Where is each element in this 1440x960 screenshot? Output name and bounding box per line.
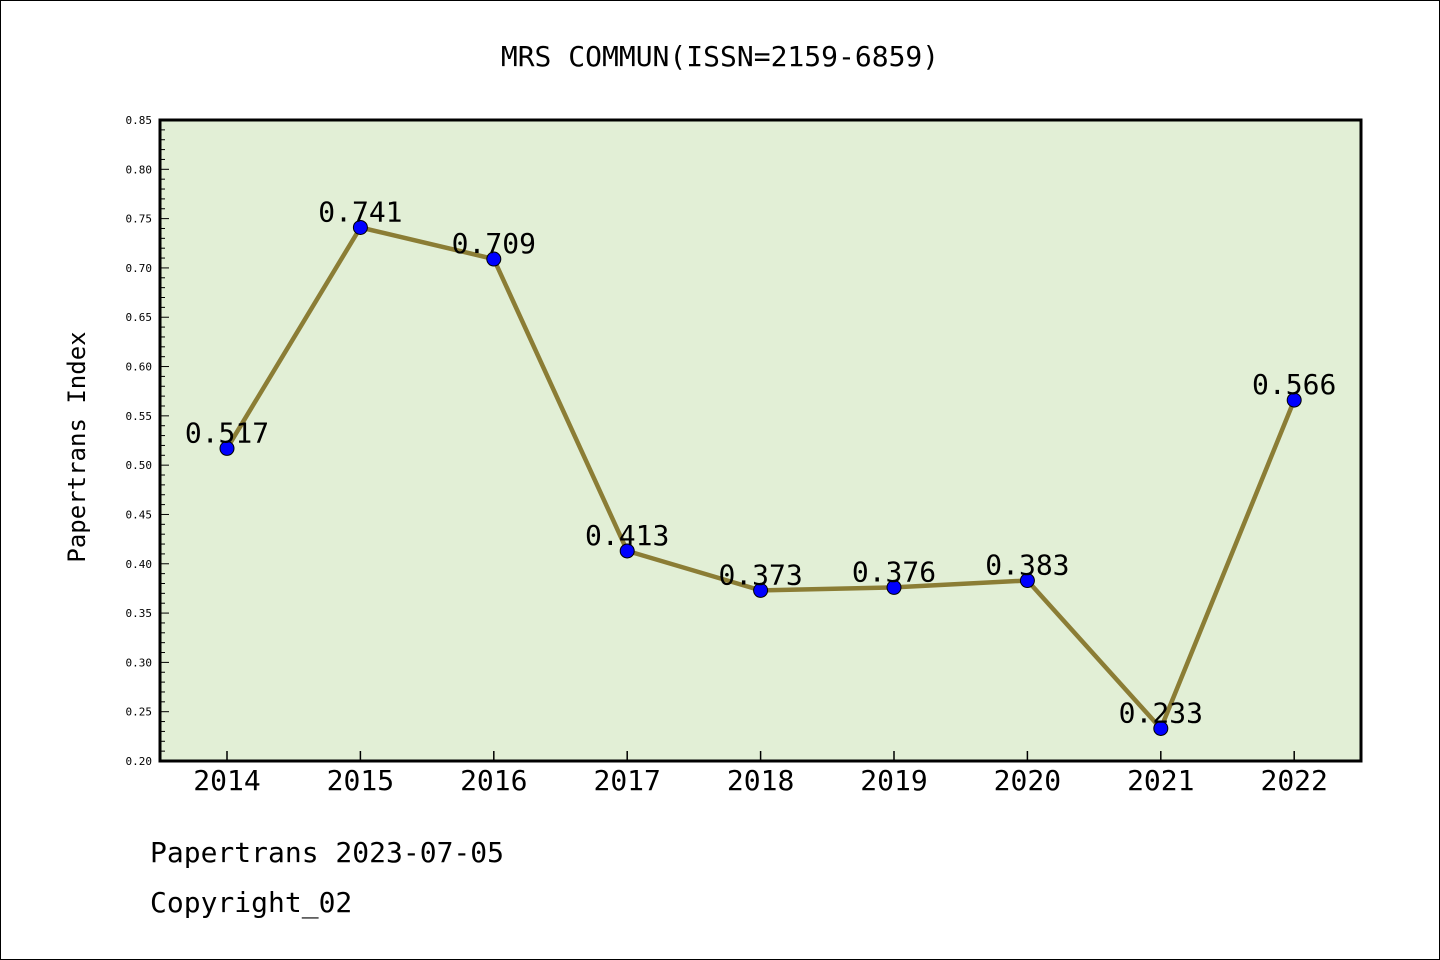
data-point	[753, 582, 769, 598]
y-tick-label: 0.65	[126, 311, 153, 324]
x-tick-label: 2018	[727, 764, 794, 797]
chart-title: MRS COMMUN(ISSN=2159-6859)	[501, 40, 939, 73]
x-axis-ticks	[226, 751, 1295, 761]
data-labels: 0.517 0.741 0.709 0.413 0.373 0.376 0.383 0.233…	[185, 195, 1336, 729]
x-tick-label: 2016	[460, 764, 527, 797]
data-point-markers	[219, 219, 1302, 736]
data-point	[1286, 392, 1302, 408]
data-label: 0.741	[318, 195, 402, 228]
x-tick-label: 2021	[1127, 764, 1194, 797]
data-point	[486, 251, 502, 267]
x-tick-label: 2019	[860, 764, 927, 797]
data-point	[352, 219, 368, 235]
y-tick-label: 0.75	[126, 213, 153, 226]
y-tick-label: 0.30	[126, 656, 153, 669]
data-point	[219, 440, 235, 456]
y-axis-label: Papertrans Index	[63, 331, 91, 562]
x-tick-label: 2015	[327, 764, 394, 797]
data-point	[886, 579, 902, 595]
y-tick-label: 0.40	[126, 558, 153, 571]
x-tick-label: 2014	[193, 764, 260, 797]
y-tick-label: 0.45	[126, 508, 153, 521]
y-tick-label: 0.20	[126, 755, 153, 768]
y-tick-label: 0.25	[126, 706, 153, 719]
data-label: 0.709	[452, 227, 536, 260]
y-tick-label: 0.50	[126, 459, 153, 472]
data-label: 0.373	[718, 558, 802, 591]
x-tick-label: 2017	[593, 764, 660, 797]
data-point	[1019, 573, 1035, 589]
footer-date-text: Papertrans 2023-07-05	[150, 836, 505, 869]
data-point	[619, 543, 635, 559]
y-axis-tick-labels: 0.20 0.25 0.30 0.35 0.40 0.45 0.50 0.55 0.60 0.65…	[126, 114, 153, 768]
y-tick-label: 0.55	[126, 410, 153, 423]
x-axis-tick-labels: 2014 2015 2016 2017 2018 2019 2020 2021 2022	[193, 764, 1328, 797]
y-tick-label: 0.60	[126, 361, 153, 374]
y-tick-label: 0.85	[126, 114, 153, 127]
data-label: 0.413	[585, 519, 669, 552]
data-label: 0.233	[1119, 696, 1203, 729]
x-tick-label: 2022	[1260, 764, 1327, 797]
y-tick-label: 0.80	[126, 163, 153, 176]
footer-copyright-text: Copyright_02	[150, 886, 353, 919]
data-point	[1153, 720, 1169, 736]
data-label: 0.517	[185, 416, 269, 449]
data-label: 0.376	[852, 555, 936, 588]
data-label: 0.566	[1252, 368, 1336, 401]
y-tick-label: 0.70	[126, 262, 153, 275]
x-tick-label: 2020	[994, 764, 1061, 797]
y-axis-ticks	[160, 119, 169, 762]
y-tick-label: 0.35	[126, 607, 153, 620]
data-label: 0.383	[985, 549, 1069, 582]
